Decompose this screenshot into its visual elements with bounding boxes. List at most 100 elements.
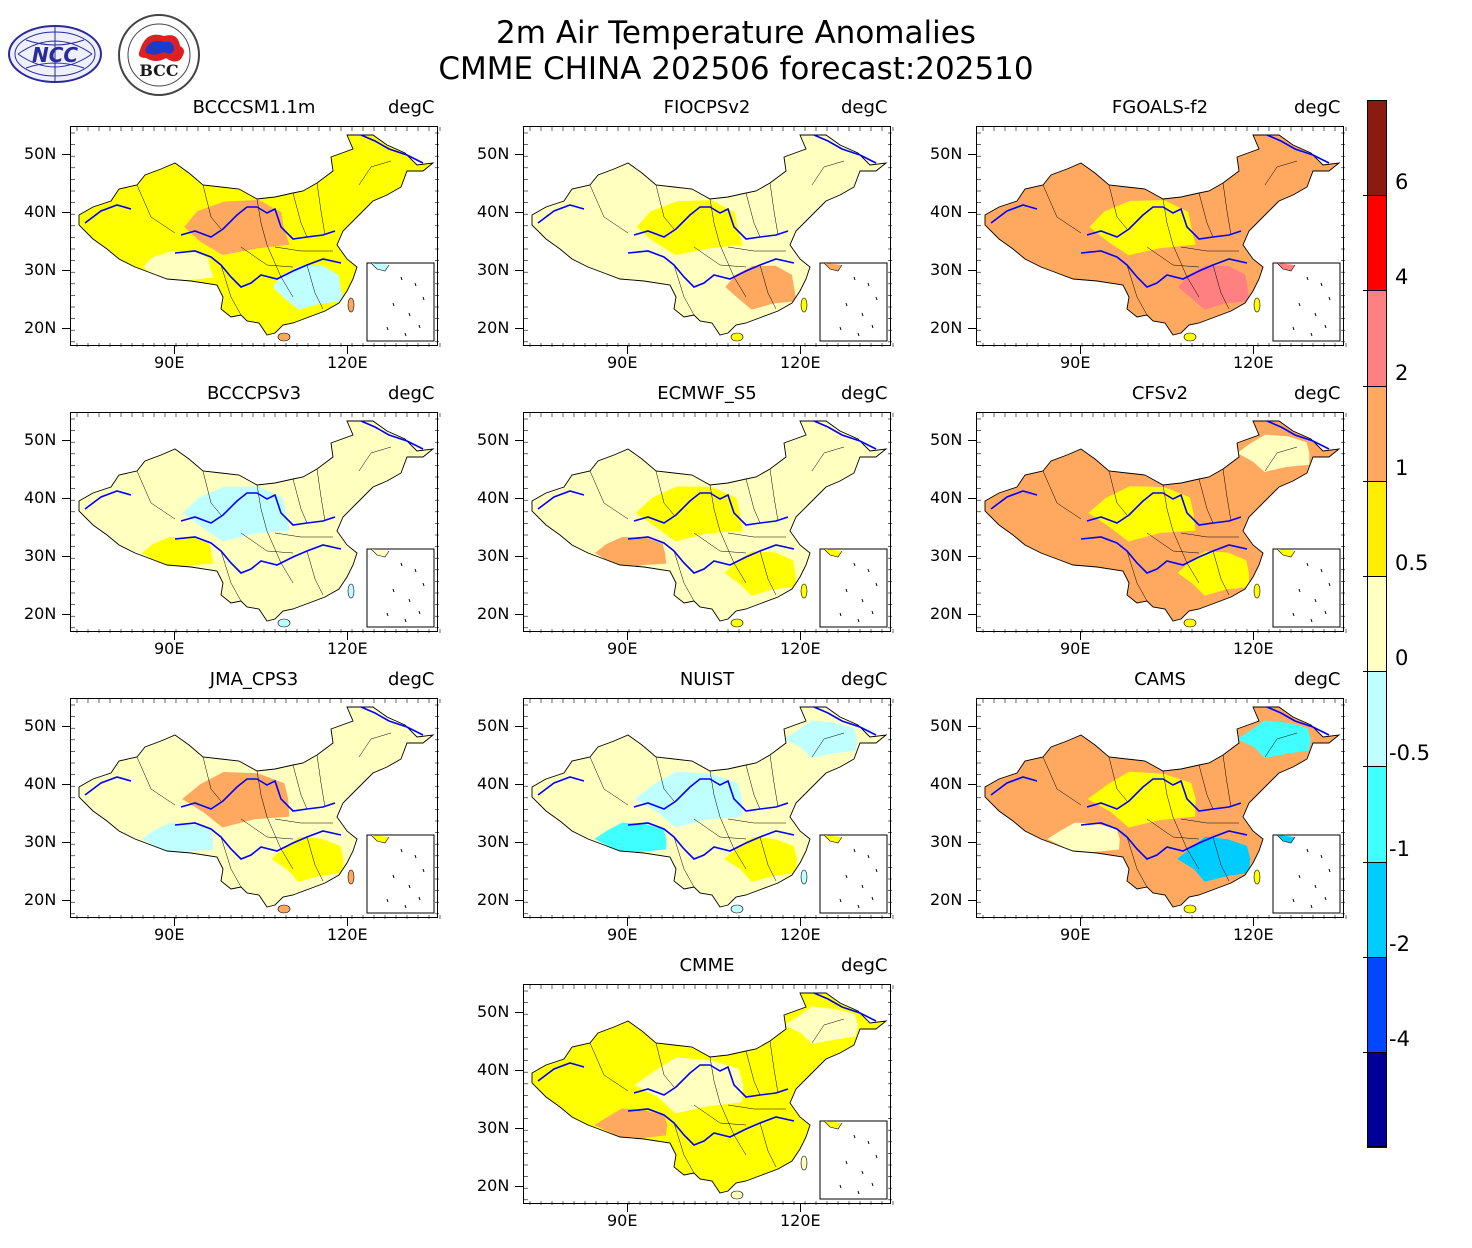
panel-model-name: ECMWF_S5: [657, 383, 757, 404]
map-panel-nuist: [523, 698, 894, 919]
anomaly-region: [332, 149, 404, 186]
lat-tick-label: 50N: [930, 430, 963, 449]
river-line: [1266, 134, 1330, 164]
anomaly-region: [182, 772, 290, 828]
river-line: [990, 776, 1038, 796]
lon-tick-label: 120E: [780, 353, 821, 372]
river-line: [537, 776, 585, 796]
colorbar-tick: [1363, 385, 1387, 387]
anomaly-region: [1237, 149, 1310, 186]
river-line: [537, 204, 585, 224]
colorbar-tick: [1363, 956, 1387, 958]
lat-tick-label: 30N: [930, 260, 963, 279]
lat-tick-mark: [968, 556, 976, 557]
river-line: [1086, 206, 1242, 240]
colorbar-tick: [1363, 1052, 1387, 1053]
lon-tick-mark: [347, 632, 348, 640]
china-map: [524, 985, 894, 1205]
lon-tick-label: 120E: [1233, 639, 1274, 658]
lat-tick-mark: [62, 270, 70, 271]
colorbar-segment: [1367, 671, 1387, 767]
lon-tick-mark: [174, 918, 175, 926]
river-line: [813, 706, 877, 736]
lat-tick-mark: [515, 328, 523, 329]
south-china-sea-inset: [819, 262, 888, 342]
lon-tick-label: 120E: [327, 639, 368, 658]
river-line: [633, 1064, 789, 1098]
anomaly-region: [594, 536, 667, 571]
river-line: [84, 204, 132, 224]
lon-tick-mark: [800, 1204, 801, 1212]
anomaly-region: [1177, 551, 1250, 596]
anomaly-region: [1237, 720, 1311, 758]
china-map: [71, 413, 441, 633]
map-panel-cmme: [523, 984, 894, 1205]
panel-model-name: JMA_CPS3: [209, 669, 299, 690]
panel-units-label: degC: [841, 955, 888, 976]
river-line: [633, 206, 789, 240]
lat-tick-label: 40N: [477, 488, 510, 507]
lat-tick-label: 30N: [477, 1118, 510, 1137]
anomaly-region: [183, 486, 290, 542]
map-panel-ecmwf-s5: [523, 412, 894, 633]
river-line: [1080, 536, 1248, 574]
colorbar-tick: [1363, 671, 1387, 673]
lat-tick-label: 40N: [24, 488, 57, 507]
lat-tick-label: 20N: [930, 604, 963, 623]
panel-units-label: degC: [841, 97, 888, 118]
anomaly-region: [784, 1006, 859, 1044]
south-china-sea-inset: [366, 548, 435, 628]
anomaly-region: [634, 771, 743, 828]
lat-tick-label: 40N: [477, 774, 510, 793]
panel-units-label: degC: [841, 669, 888, 690]
lat-tick-mark: [515, 498, 523, 499]
lat-tick-label: 40N: [24, 202, 57, 221]
china-map: [71, 127, 441, 347]
river-line: [813, 992, 877, 1022]
colorbar-label: 6: [1395, 170, 1409, 195]
lon-tick-mark: [627, 1204, 628, 1212]
lat-tick-label: 50N: [24, 716, 57, 735]
lon-tick-mark: [627, 346, 628, 354]
lat-tick-label: 20N: [24, 318, 57, 337]
map-title-line2: CMME CHINA 202506 forecast:202510: [438, 51, 1034, 87]
lat-tick-label: 20N: [24, 890, 57, 909]
lat-tick-label: 30N: [930, 546, 963, 565]
lon-tick-label: 90E: [154, 925, 185, 944]
river-line: [174, 536, 342, 574]
map-panel-cams: [976, 698, 1347, 919]
lon-tick-label: 120E: [1233, 353, 1274, 372]
lon-tick-mark: [1253, 346, 1254, 354]
lat-tick-label: 40N: [477, 1060, 510, 1079]
anomaly-region: [634, 1057, 744, 1114]
river-line: [537, 1062, 585, 1082]
lat-tick-label: 20N: [477, 318, 510, 337]
lon-tick-label: 90E: [607, 925, 638, 944]
lat-tick-label: 40N: [930, 488, 963, 507]
river-line: [537, 490, 585, 510]
south-china-sea-inset: [366, 262, 435, 342]
lon-tick-mark: [627, 918, 628, 926]
river-line: [84, 490, 132, 510]
anomaly-region: [1089, 200, 1196, 256]
colorbar-segment: [1367, 100, 1387, 196]
lat-tick-label: 50N: [477, 1002, 510, 1021]
anomaly-region: [1177, 836, 1251, 882]
river-line: [180, 492, 336, 526]
colorbar-border: [1367, 100, 1387, 1147]
anomaly-region: [595, 251, 667, 284]
lat-tick-label: 30N: [24, 832, 57, 851]
lat-tick-label: 50N: [477, 430, 510, 449]
panel-model-name: NUIST: [679, 669, 735, 690]
lat-tick-mark: [62, 784, 70, 785]
lat-tick-label: 50N: [477, 144, 510, 163]
colorbar-segment: [1367, 385, 1387, 482]
colorbar-segment: [1367, 576, 1387, 672]
river-line: [627, 1108, 795, 1146]
lat-tick-mark: [968, 270, 976, 271]
panel-model-name: CMME: [679, 955, 735, 976]
lon-tick-label: 90E: [1060, 639, 1091, 658]
anomaly-region: [271, 551, 344, 596]
river-line: [1266, 420, 1330, 450]
lon-tick-label: 90E: [607, 1211, 638, 1230]
